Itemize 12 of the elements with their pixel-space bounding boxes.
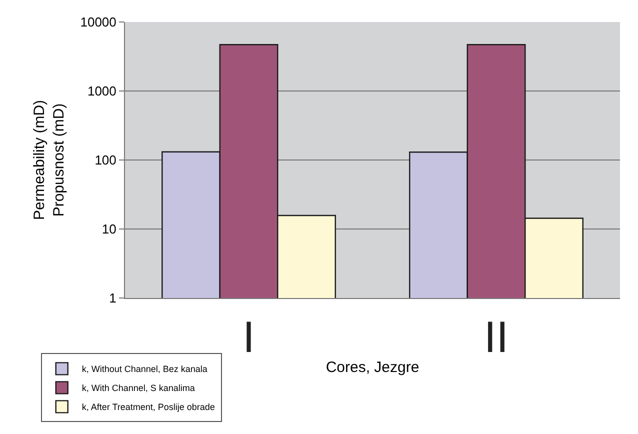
x-axis-title: Cores, Jezgre xyxy=(326,358,420,376)
y-tick-label: 10000 xyxy=(80,14,116,30)
y-tick-label: 1000 xyxy=(87,84,116,99)
y-axis-title: Permeability (mD) Propusnost (mD) xyxy=(30,100,68,220)
y-tick-label: 1 xyxy=(109,290,116,306)
legend-label: k, With Channel, S kanalima xyxy=(82,383,195,394)
legend-label: k, After Treatment, Poslije obrade xyxy=(82,402,215,412)
x-tick-label: I xyxy=(242,312,255,362)
y-tick-label: 10 xyxy=(102,222,116,237)
x-tick-label: II xyxy=(484,312,508,362)
y-tick-label: 100 xyxy=(94,152,116,168)
legend-label: k, Without Channel, Bez kanala xyxy=(82,364,208,374)
